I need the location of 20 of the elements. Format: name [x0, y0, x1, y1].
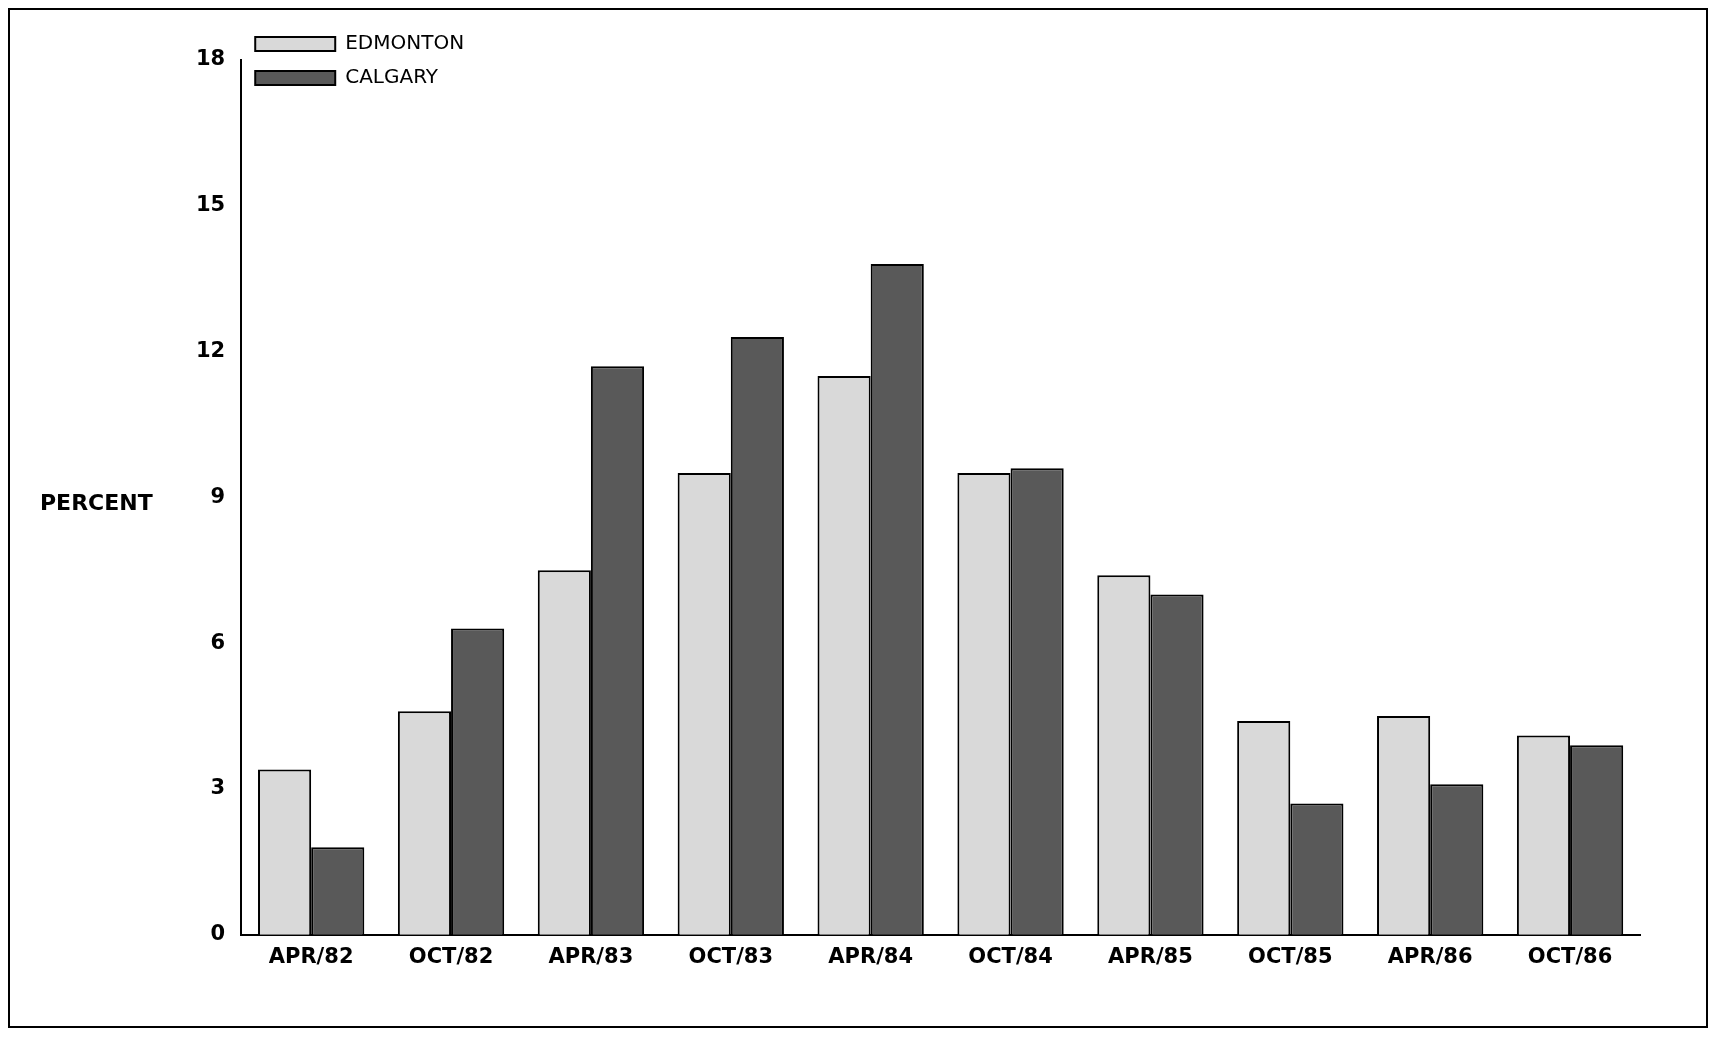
- y-tick-label: 3: [210, 775, 226, 800]
- x-tick-label: OCT/83: [688, 943, 774, 968]
- x-tick-label: APR/84: [828, 943, 914, 968]
- x-tick-label: APR/82: [268, 943, 354, 968]
- y-tick-label: 18: [195, 46, 226, 71]
- x-tick-label: APR/86: [1387, 943, 1473, 968]
- x-tick-label: OCT/84: [968, 943, 1053, 968]
- y-tick-label: 9: [210, 483, 226, 508]
- x-tick-label: OCT/85: [1248, 943, 1333, 968]
- x-tick-label: OCT/86: [1527, 943, 1613, 968]
- y-tick-label: 0: [210, 921, 226, 946]
- legend-label: CALGARY: [345, 64, 439, 89]
- legend-label: EDMONTON: [345, 30, 465, 55]
- x-tick-label: OCT/82: [408, 943, 494, 968]
- y-tick-label: 15: [195, 192, 226, 217]
- y-tick-label: 6: [210, 629, 226, 654]
- x-tick-label: APR/83: [548, 943, 634, 968]
- y-tick-label: 12: [195, 338, 226, 363]
- x-tick-label: APR/85: [1108, 943, 1193, 968]
- y-axis-title: PERCENT: [40, 490, 153, 515]
